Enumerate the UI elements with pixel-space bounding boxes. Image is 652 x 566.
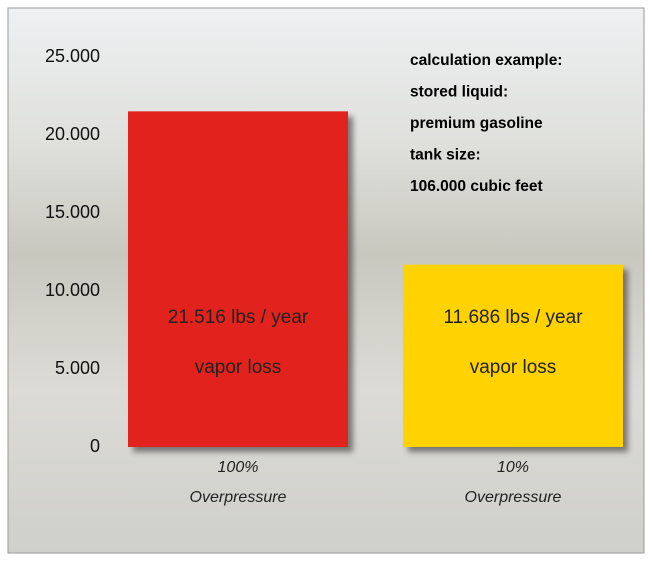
x-tick-label: 10% [497, 459, 529, 476]
x-tick-label: 100% [218, 459, 259, 476]
bar [403, 265, 623, 447]
annotation: calculation example: [410, 52, 562, 69]
value-label: 21.516 lbs / year [168, 307, 309, 328]
y-tick-label: 15.000 [45, 202, 100, 222]
y-tick-label: 25.000 [45, 46, 100, 66]
value-label: 11.686 lbs / year [443, 307, 583, 328]
x-tick-label: Overpressure [465, 489, 562, 506]
y-tick-label: 0 [90, 436, 100, 456]
annotation: premium gasoline [410, 115, 543, 132]
y-tick-label: 10.000 [45, 280, 100, 300]
annotation: stored liquid: [410, 84, 508, 101]
bar-note: vapor loss [470, 357, 557, 378]
x-tick-label: Overpressure [190, 489, 287, 506]
annotation: 106.000 cubic feet [410, 178, 543, 195]
chart: 0 5.000 10.000 15.000 20.000 25.000 21.516 lbs… [0, 0, 652, 561]
annotation: tank size: [410, 147, 481, 164]
bar [128, 111, 348, 447]
y-tick-label: 5.000 [55, 358, 100, 378]
bar-note: vapor loss [195, 357, 282, 378]
y-tick-label: 20.000 [45, 124, 100, 144]
